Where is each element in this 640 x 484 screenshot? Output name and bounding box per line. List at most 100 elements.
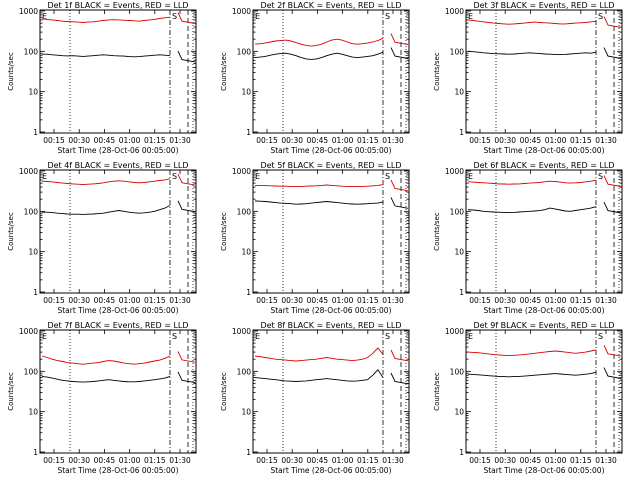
x-tick-label: 01:00 — [545, 296, 567, 305]
y-tick-label: 100 — [24, 47, 39, 56]
x-tick-label: 01:00 — [545, 456, 567, 465]
event-marker-s: S — [172, 172, 177, 181]
series-line — [41, 178, 171, 186]
x-tick-label: 00:45 — [94, 136, 116, 145]
plot-frame — [252, 9, 410, 134]
series-tail-line — [603, 47, 622, 59]
x-tick-label: 01:15 — [144, 296, 166, 305]
x-tick-label: 00:15 — [43, 456, 65, 465]
series-tail-line — [603, 175, 622, 187]
x-tick-label: 01:00 — [332, 136, 354, 145]
series-line — [41, 375, 171, 383]
event-marker-s: S — [385, 332, 390, 341]
event-marker-e: E — [255, 12, 260, 21]
event-marker-s: S — [385, 12, 390, 21]
x-axis-label: Start Time (28-Oct-06 00:05:00) — [270, 306, 391, 315]
x-tick-label: 01:00 — [119, 296, 141, 305]
series-tail-line — [177, 12, 196, 24]
y-tick-label: 1 — [459, 128, 464, 137]
y-tick-label: 10 — [28, 88, 38, 97]
y-tick-label: 10 — [241, 88, 251, 97]
y-axis-label: Counts/sec — [220, 212, 228, 251]
series-tail-line — [390, 197, 409, 209]
x-tick-label: 01:15 — [144, 136, 166, 145]
x-tick-label: 01:00 — [332, 456, 354, 465]
series-tail-line — [390, 349, 409, 362]
y-tick-label: 1000 — [19, 327, 38, 336]
event-marker-s: S — [172, 332, 177, 341]
x-tick-label: 01:15 — [357, 296, 379, 305]
series-line — [467, 50, 597, 56]
y-tick-label: 10 — [454, 408, 464, 417]
x-tick-label: 00:15 — [43, 136, 65, 145]
y-axis-label: Counts/sec — [220, 372, 228, 411]
y-tick-label: 100 — [237, 47, 252, 56]
series-line — [467, 19, 597, 25]
x-tick-label: 00:30 — [494, 136, 516, 145]
y-tick-label: 1 — [459, 288, 464, 297]
event-marker-e: E — [255, 172, 260, 181]
x-tick-label: 01:30 — [595, 296, 617, 305]
x-tick-label: 00:45 — [520, 296, 542, 305]
y-axis-label: Counts/sec — [433, 212, 441, 251]
x-tick-label: 01:00 — [119, 136, 141, 145]
event-marker-s: S — [172, 12, 177, 21]
y-tick-label: 1 — [246, 128, 251, 137]
series-tail-line — [603, 367, 622, 379]
y-tick-label: 100 — [24, 207, 39, 216]
y-tick-label: 10 — [28, 408, 38, 417]
x-axis-label: Start Time (28-Oct-06 00:05:00) — [270, 146, 391, 155]
x-tick-label: 00:30 — [68, 456, 90, 465]
event-marker-s: S — [598, 332, 603, 341]
y-tick-label: 1000 — [232, 167, 251, 176]
chart-title: Det 9f BLACK = Events, RED = LLD — [473, 321, 614, 330]
plot-frame — [252, 169, 410, 294]
y-tick-label: 1 — [33, 448, 38, 457]
y-tick-label: 1 — [33, 128, 38, 137]
y-tick-label: 100 — [237, 367, 252, 376]
x-tick-label: 00:15 — [256, 136, 278, 145]
y-tick-label: 1 — [459, 448, 464, 457]
series-line — [254, 368, 384, 382]
series-line — [41, 16, 171, 23]
y-axis-label: Counts/sec — [433, 372, 441, 411]
y-axis-label: Counts/sec — [7, 52, 15, 91]
y-axis-label: Counts/sec — [7, 372, 15, 411]
x-tick-label: 00:45 — [307, 456, 329, 465]
chart-title: Det 8f BLACK = Events, RED = LLD — [260, 321, 401, 330]
series-tail-line — [603, 345, 622, 357]
x-tick-label: 00:15 — [469, 136, 491, 145]
x-tick-label: 01:00 — [332, 296, 354, 305]
plot-frame — [39, 329, 197, 454]
series-tail-line — [603, 201, 622, 214]
x-axis-label: Start Time (28-Oct-06 00:05:00) — [270, 466, 391, 475]
x-axis-label: Start Time (28-Oct-06 00:05:00) — [483, 466, 604, 475]
series-tail-line — [177, 50, 196, 63]
chart-title: Det 1f BLACK = Events, RED = LLD — [47, 1, 188, 10]
y-axis-label: Counts/sec — [7, 212, 15, 251]
series-line — [467, 206, 597, 214]
y-tick-label: 1 — [246, 288, 251, 297]
x-tick-label: 00:30 — [281, 456, 303, 465]
x-tick-label: 01:30 — [595, 456, 617, 465]
x-tick-label: 01:15 — [144, 456, 166, 465]
y-tick-label: 10 — [241, 248, 251, 257]
event-marker-e: E — [42, 12, 47, 21]
x-tick-label: 01:30 — [382, 296, 404, 305]
y-tick-label: 10 — [28, 248, 38, 257]
x-tick-label: 01:15 — [357, 456, 379, 465]
x-tick-label: 01:00 — [545, 136, 567, 145]
x-tick-label: 01:30 — [169, 296, 191, 305]
chart-title: Det 4f BLACK = Events, RED = LLD — [47, 161, 188, 170]
series-tail-line — [177, 200, 196, 213]
plot-frame — [39, 169, 197, 294]
y-tick-label: 1 — [33, 288, 38, 297]
x-tick-label: 01:30 — [382, 136, 404, 145]
x-tick-label: 00:45 — [94, 296, 116, 305]
series-line — [467, 371, 597, 378]
y-tick-label: 10 — [454, 88, 464, 97]
event-marker-e: E — [255, 332, 260, 341]
y-axis-label: Counts/sec — [433, 52, 441, 91]
plot-frame — [465, 169, 623, 294]
y-tick-label: 1000 — [445, 7, 464, 16]
